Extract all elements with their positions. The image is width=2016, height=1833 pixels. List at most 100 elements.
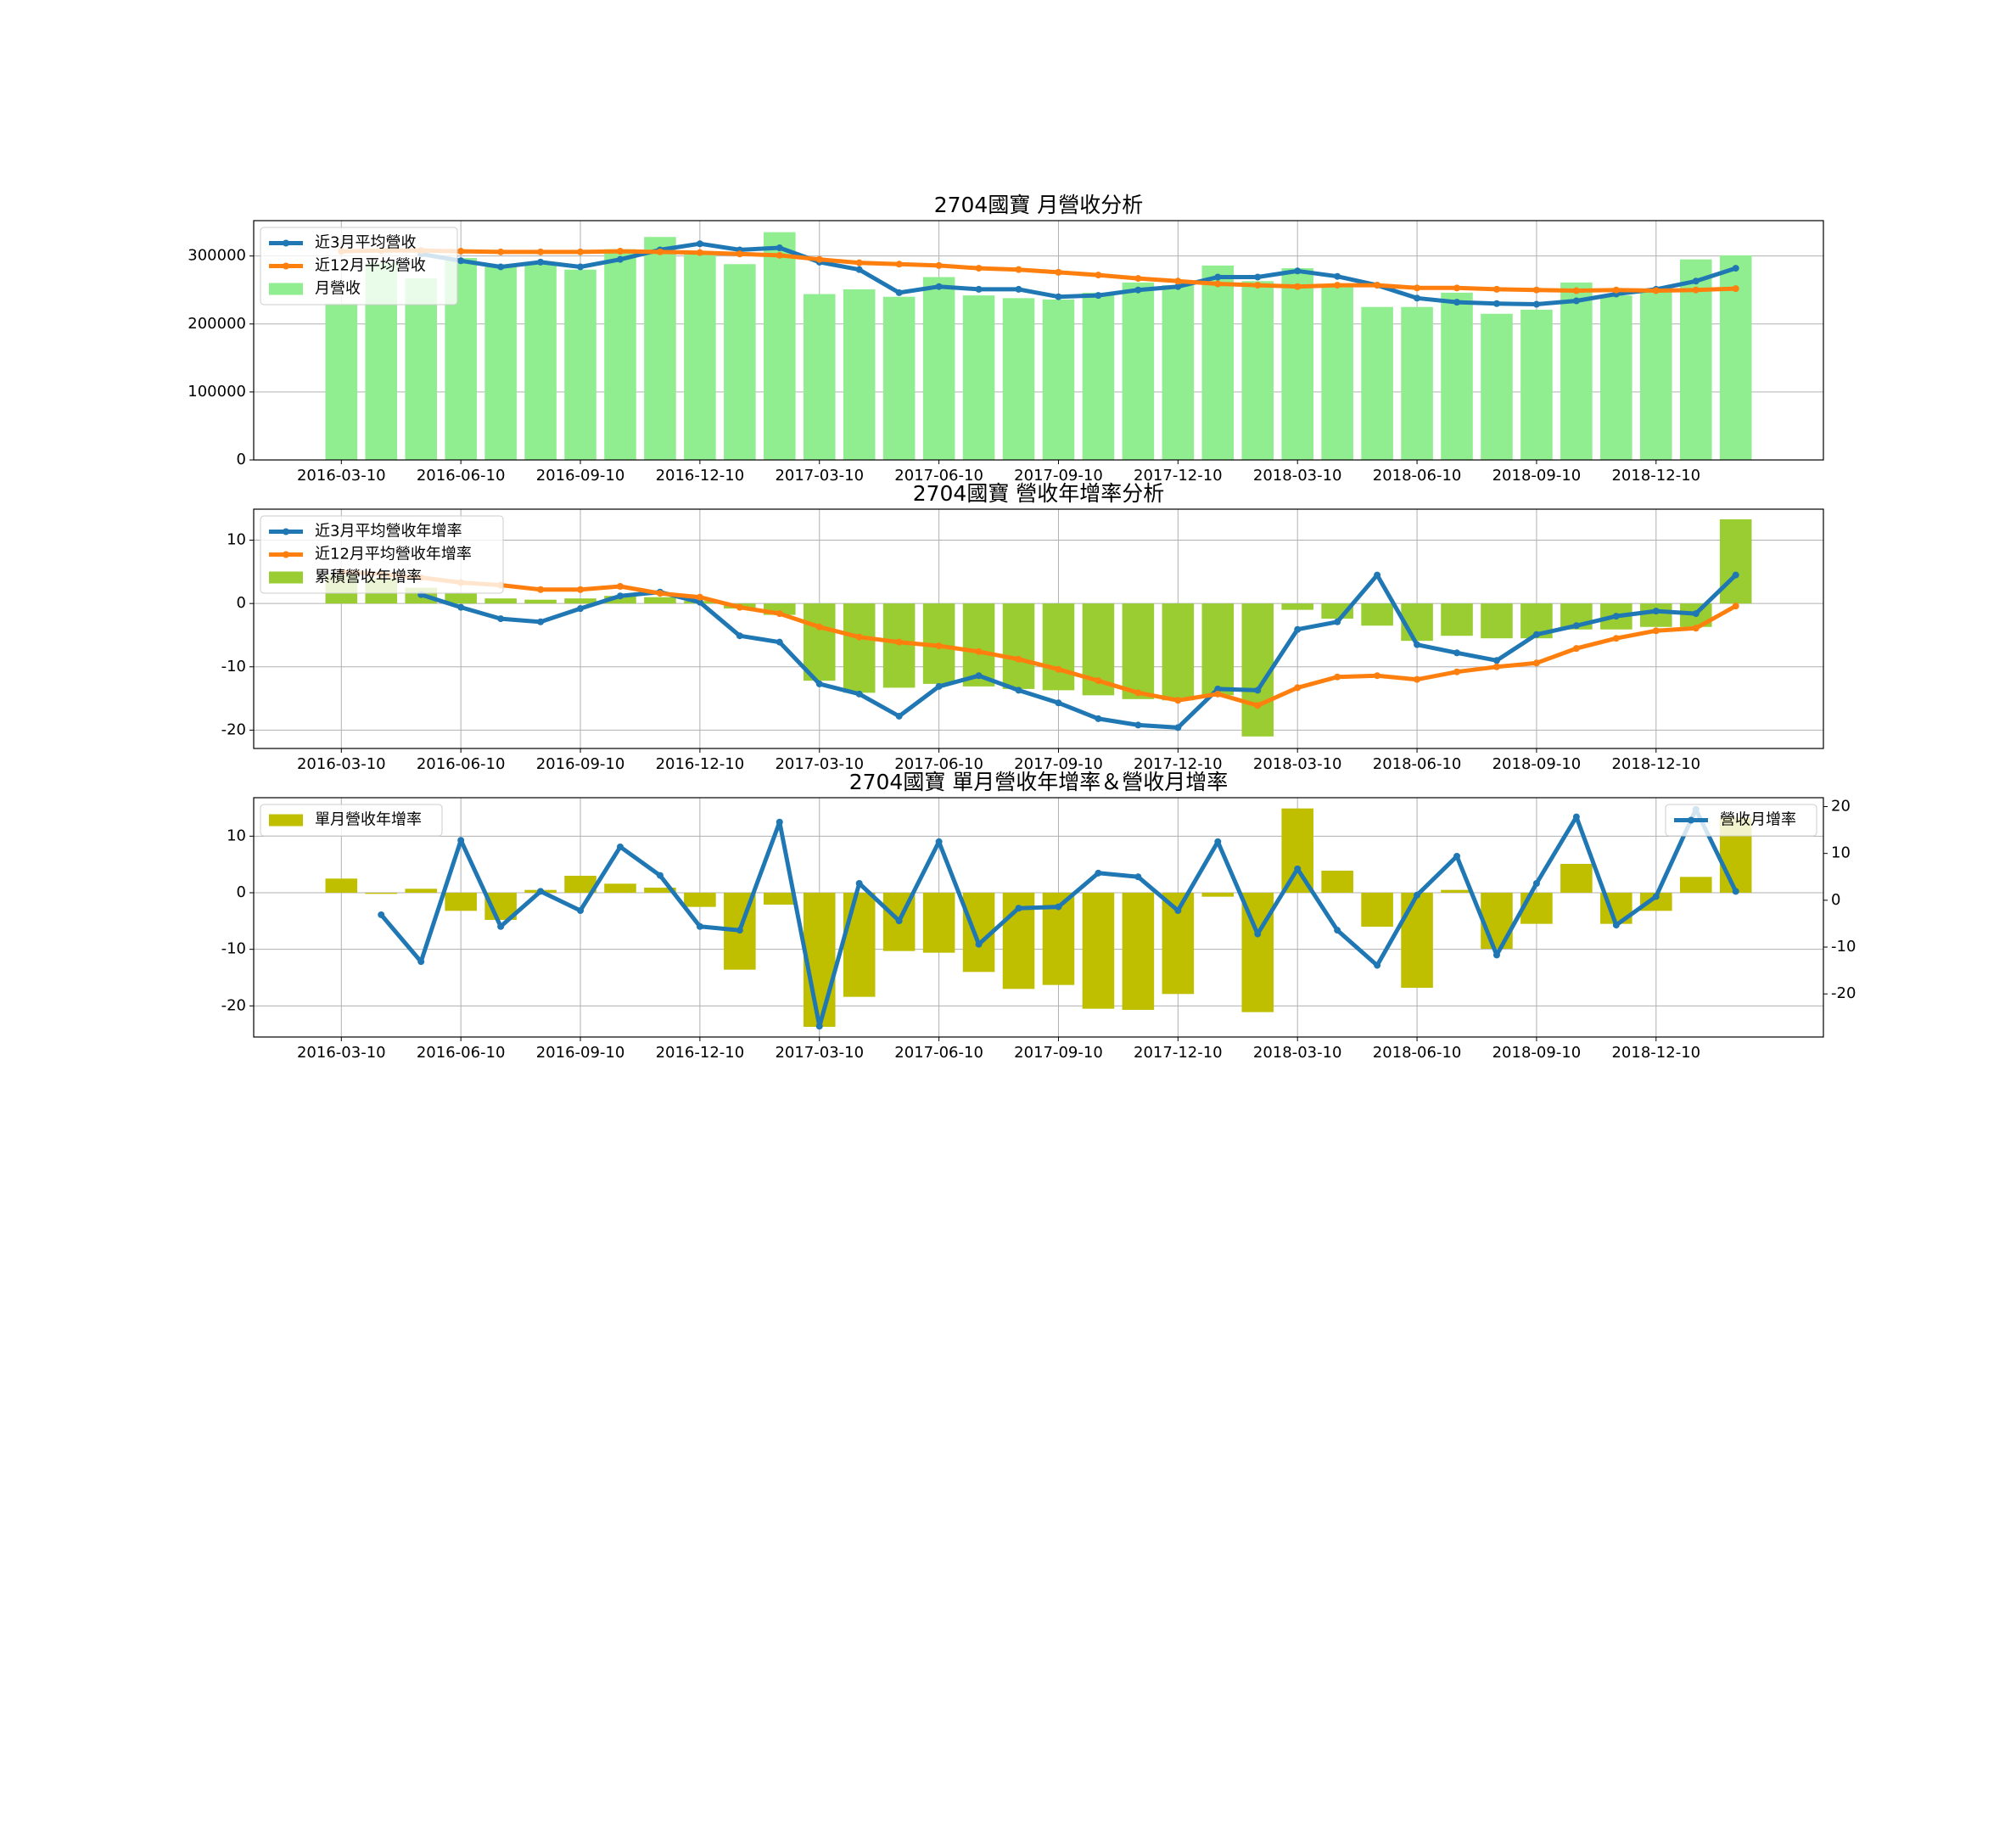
line-marker bbox=[1254, 273, 1262, 281]
legend-label: 近3月平均營收年增率 bbox=[315, 523, 462, 541]
plot-frame bbox=[253, 797, 1824, 1038]
bar bbox=[764, 893, 796, 905]
bar bbox=[1361, 603, 1393, 626]
bar bbox=[962, 295, 995, 460]
bar bbox=[1481, 893, 1513, 949]
line-marker bbox=[855, 879, 863, 887]
bar bbox=[1002, 603, 1035, 689]
bar bbox=[564, 269, 596, 460]
line-marker bbox=[1532, 631, 1540, 638]
line-marker bbox=[895, 712, 903, 720]
bar bbox=[882, 296, 916, 460]
x-tick-label: 2018-09-10 bbox=[1492, 467, 1582, 485]
y-tick-label: -10 bbox=[221, 658, 246, 675]
x-tick-label: 2016-09-10 bbox=[536, 755, 625, 773]
line-marker bbox=[1492, 657, 1500, 664]
x-tick-label: 2017-12-10 bbox=[1134, 755, 1223, 773]
bar bbox=[1201, 265, 1235, 460]
line-marker bbox=[1174, 277, 1182, 285]
line bbox=[420, 573, 1738, 730]
line-marker bbox=[1414, 641, 1421, 648]
line-marker bbox=[1214, 838, 1222, 845]
y-tick-label: 200000 bbox=[188, 315, 246, 333]
line-marker bbox=[1134, 721, 1142, 729]
line-marker bbox=[457, 257, 465, 265]
line-marker bbox=[935, 838, 943, 845]
bar bbox=[1361, 893, 1393, 927]
bar bbox=[1560, 864, 1593, 893]
y-tick-label: 0 bbox=[237, 594, 246, 612]
line-marker bbox=[776, 818, 783, 826]
x-tick-label: 2016-03-10 bbox=[297, 755, 386, 773]
line-marker bbox=[1453, 299, 1461, 306]
x-tick-label: 2017-09-10 bbox=[1014, 755, 1103, 773]
y2-tick-label: 10 bbox=[1831, 844, 1851, 862]
line-marker bbox=[537, 888, 545, 895]
legend-box bbox=[260, 227, 458, 306]
chart: 2704國寶 營收年增率分析 -20 -10 0 10 2016-03-10 2016-06… bbox=[221, 481, 1824, 773]
bar bbox=[445, 593, 477, 604]
line-marker bbox=[1254, 282, 1262, 289]
plot-frame bbox=[253, 508, 1824, 749]
line-marker bbox=[537, 586, 545, 593]
y-tick-label: 300000 bbox=[188, 247, 246, 265]
x-tick-label: 2017-03-10 bbox=[775, 755, 864, 773]
line-marker bbox=[656, 872, 664, 879]
line-marker bbox=[1134, 275, 1142, 283]
bar bbox=[843, 603, 876, 693]
line-marker bbox=[895, 638, 903, 646]
line-marker bbox=[1612, 922, 1620, 929]
bar bbox=[1560, 282, 1593, 460]
x-tick-label: 2017-12-10 bbox=[1134, 467, 1223, 485]
line-marker bbox=[497, 263, 505, 271]
line-marker bbox=[1612, 286, 1620, 294]
y-tick-label: -10 bbox=[221, 940, 246, 958]
y-tick-label: 0 bbox=[237, 883, 246, 901]
x-tick-label: 2017-09-10 bbox=[1014, 467, 1103, 485]
bar bbox=[1441, 292, 1473, 460]
bar bbox=[1201, 603, 1235, 696]
bar bbox=[843, 893, 876, 997]
line-marker bbox=[815, 680, 823, 687]
x-tick-label: 2018-12-10 bbox=[1611, 467, 1700, 485]
line bbox=[341, 569, 1737, 708]
line-marker bbox=[1492, 663, 1500, 670]
line-marker bbox=[1652, 608, 1660, 615]
chart-title: 2704國寶 營收年增率分析 bbox=[913, 481, 1165, 506]
line-marker bbox=[1492, 300, 1500, 307]
line-marker bbox=[935, 682, 943, 690]
line-marker bbox=[1414, 294, 1421, 302]
line-marker bbox=[1015, 905, 1022, 912]
bar bbox=[882, 603, 916, 688]
line-marker bbox=[1612, 635, 1620, 642]
line-marker bbox=[1055, 665, 1062, 673]
x-tick-label: 2018-03-10 bbox=[1253, 467, 1342, 485]
x-tick-label: 2016-12-10 bbox=[656, 1044, 745, 1062]
line-marker bbox=[1174, 724, 1182, 732]
bar bbox=[1281, 268, 1313, 460]
x-tick-label: 2018-03-10 bbox=[1253, 1044, 1342, 1062]
legend-swatch bbox=[269, 814, 303, 827]
line-marker bbox=[457, 248, 465, 255]
line-marker bbox=[1453, 284, 1461, 292]
x-tick-label: 2016-12-10 bbox=[656, 467, 745, 485]
legend-label: 累積營收年增率 bbox=[315, 569, 422, 586]
line-marker bbox=[1334, 282, 1341, 289]
bar bbox=[604, 596, 636, 604]
x-tick-label: 2017-06-10 bbox=[894, 467, 983, 485]
bar bbox=[365, 893, 398, 894]
bar bbox=[1640, 603, 1672, 627]
bar bbox=[1241, 603, 1274, 737]
line-marker bbox=[1572, 813, 1580, 821]
bar bbox=[1042, 299, 1075, 460]
x-tick-label: 2017-06-10 bbox=[894, 755, 983, 773]
legend-label: 近12月平均營收 bbox=[315, 257, 426, 275]
line-marker bbox=[776, 610, 783, 618]
line-marker bbox=[457, 603, 465, 611]
x-tick-label: 2017-09-10 bbox=[1014, 1044, 1103, 1062]
line-marker bbox=[1532, 879, 1540, 887]
line-marker bbox=[696, 249, 703, 256]
line-marker bbox=[577, 906, 585, 914]
line-marker bbox=[1174, 283, 1182, 290]
y2-tick-label: -20 bbox=[1831, 984, 1856, 1002]
